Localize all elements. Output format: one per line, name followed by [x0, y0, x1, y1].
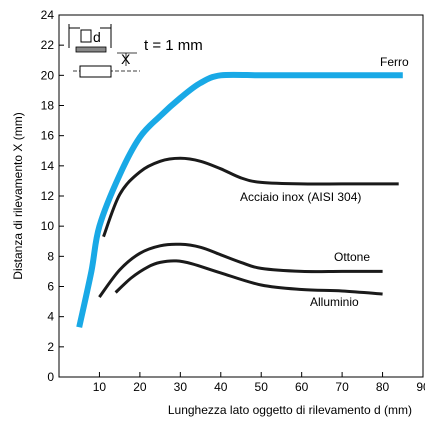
y-tick-label: 20: [41, 68, 55, 82]
inset-diagram: d X t = 1 mm: [64, 20, 203, 86]
inset-sensor-body: [79, 65, 112, 78]
series-line-alluminio: [114, 259, 383, 296]
series-label-bg: [238, 190, 364, 204]
series-line-ferro: [76, 71, 403, 328]
x-tick-label: 50: [255, 380, 269, 394]
x-tick-label: 80: [376, 380, 390, 394]
y-tick-label: 24: [41, 8, 55, 22]
x-tick-label: 30: [174, 380, 188, 394]
series-line-acciaio-inox: [102, 156, 399, 238]
y-tick-label: 0: [47, 370, 54, 384]
inset-d-label: d: [93, 29, 101, 45]
y-tick-label: 6: [47, 280, 54, 294]
inset-target-plate: [75, 46, 107, 53]
y-tick-label: 18: [41, 99, 55, 113]
y-tick-label: 10: [41, 219, 55, 233]
x-tick-label: 60: [295, 380, 309, 394]
series-labels: Ferro Acciaio inox (AISI 304) Ottone Allumi…: [238, 55, 409, 309]
ticks: 102030405060708090024681012141618202224: [41, 8, 425, 394]
inset-target-square: [80, 29, 92, 43]
x-axis-title: Lunghezza lato oggetto di rilevamento d …: [168, 403, 412, 417]
x-tick-label: 10: [93, 380, 107, 394]
series-label-acciaio-inox: Acciaio inox (AISI 304): [240, 190, 361, 204]
series-label-ottone: Ottone: [334, 250, 370, 264]
series-label-ferro: Ferro: [380, 55, 409, 69]
y-tick-label: 16: [41, 129, 55, 143]
y-tick-label: 4: [47, 310, 54, 324]
x-tick-label: 90: [416, 380, 425, 394]
y-tick-label: 12: [41, 189, 55, 203]
inset-x-label: X: [121, 51, 131, 67]
series-group: [76, 71, 403, 328]
series-label-bg: [332, 250, 373, 264]
series-line-ottone: [98, 242, 383, 298]
x-tick-label: 70: [335, 380, 349, 394]
y-tick-label: 2: [47, 340, 54, 354]
x-tick-label: 40: [214, 380, 228, 394]
y-tick-label: 14: [41, 159, 55, 173]
y-axis-title: Distanza di rilevamento X (mm): [11, 112, 25, 279]
x-tick-label: 20: [133, 380, 147, 394]
y-tick-label: 8: [47, 249, 54, 263]
y-tick-label: 22: [41, 38, 55, 52]
series-label-alluminio: Alluminio: [310, 295, 359, 309]
inset-thickness-label: t = 1 mm: [144, 37, 203, 54]
